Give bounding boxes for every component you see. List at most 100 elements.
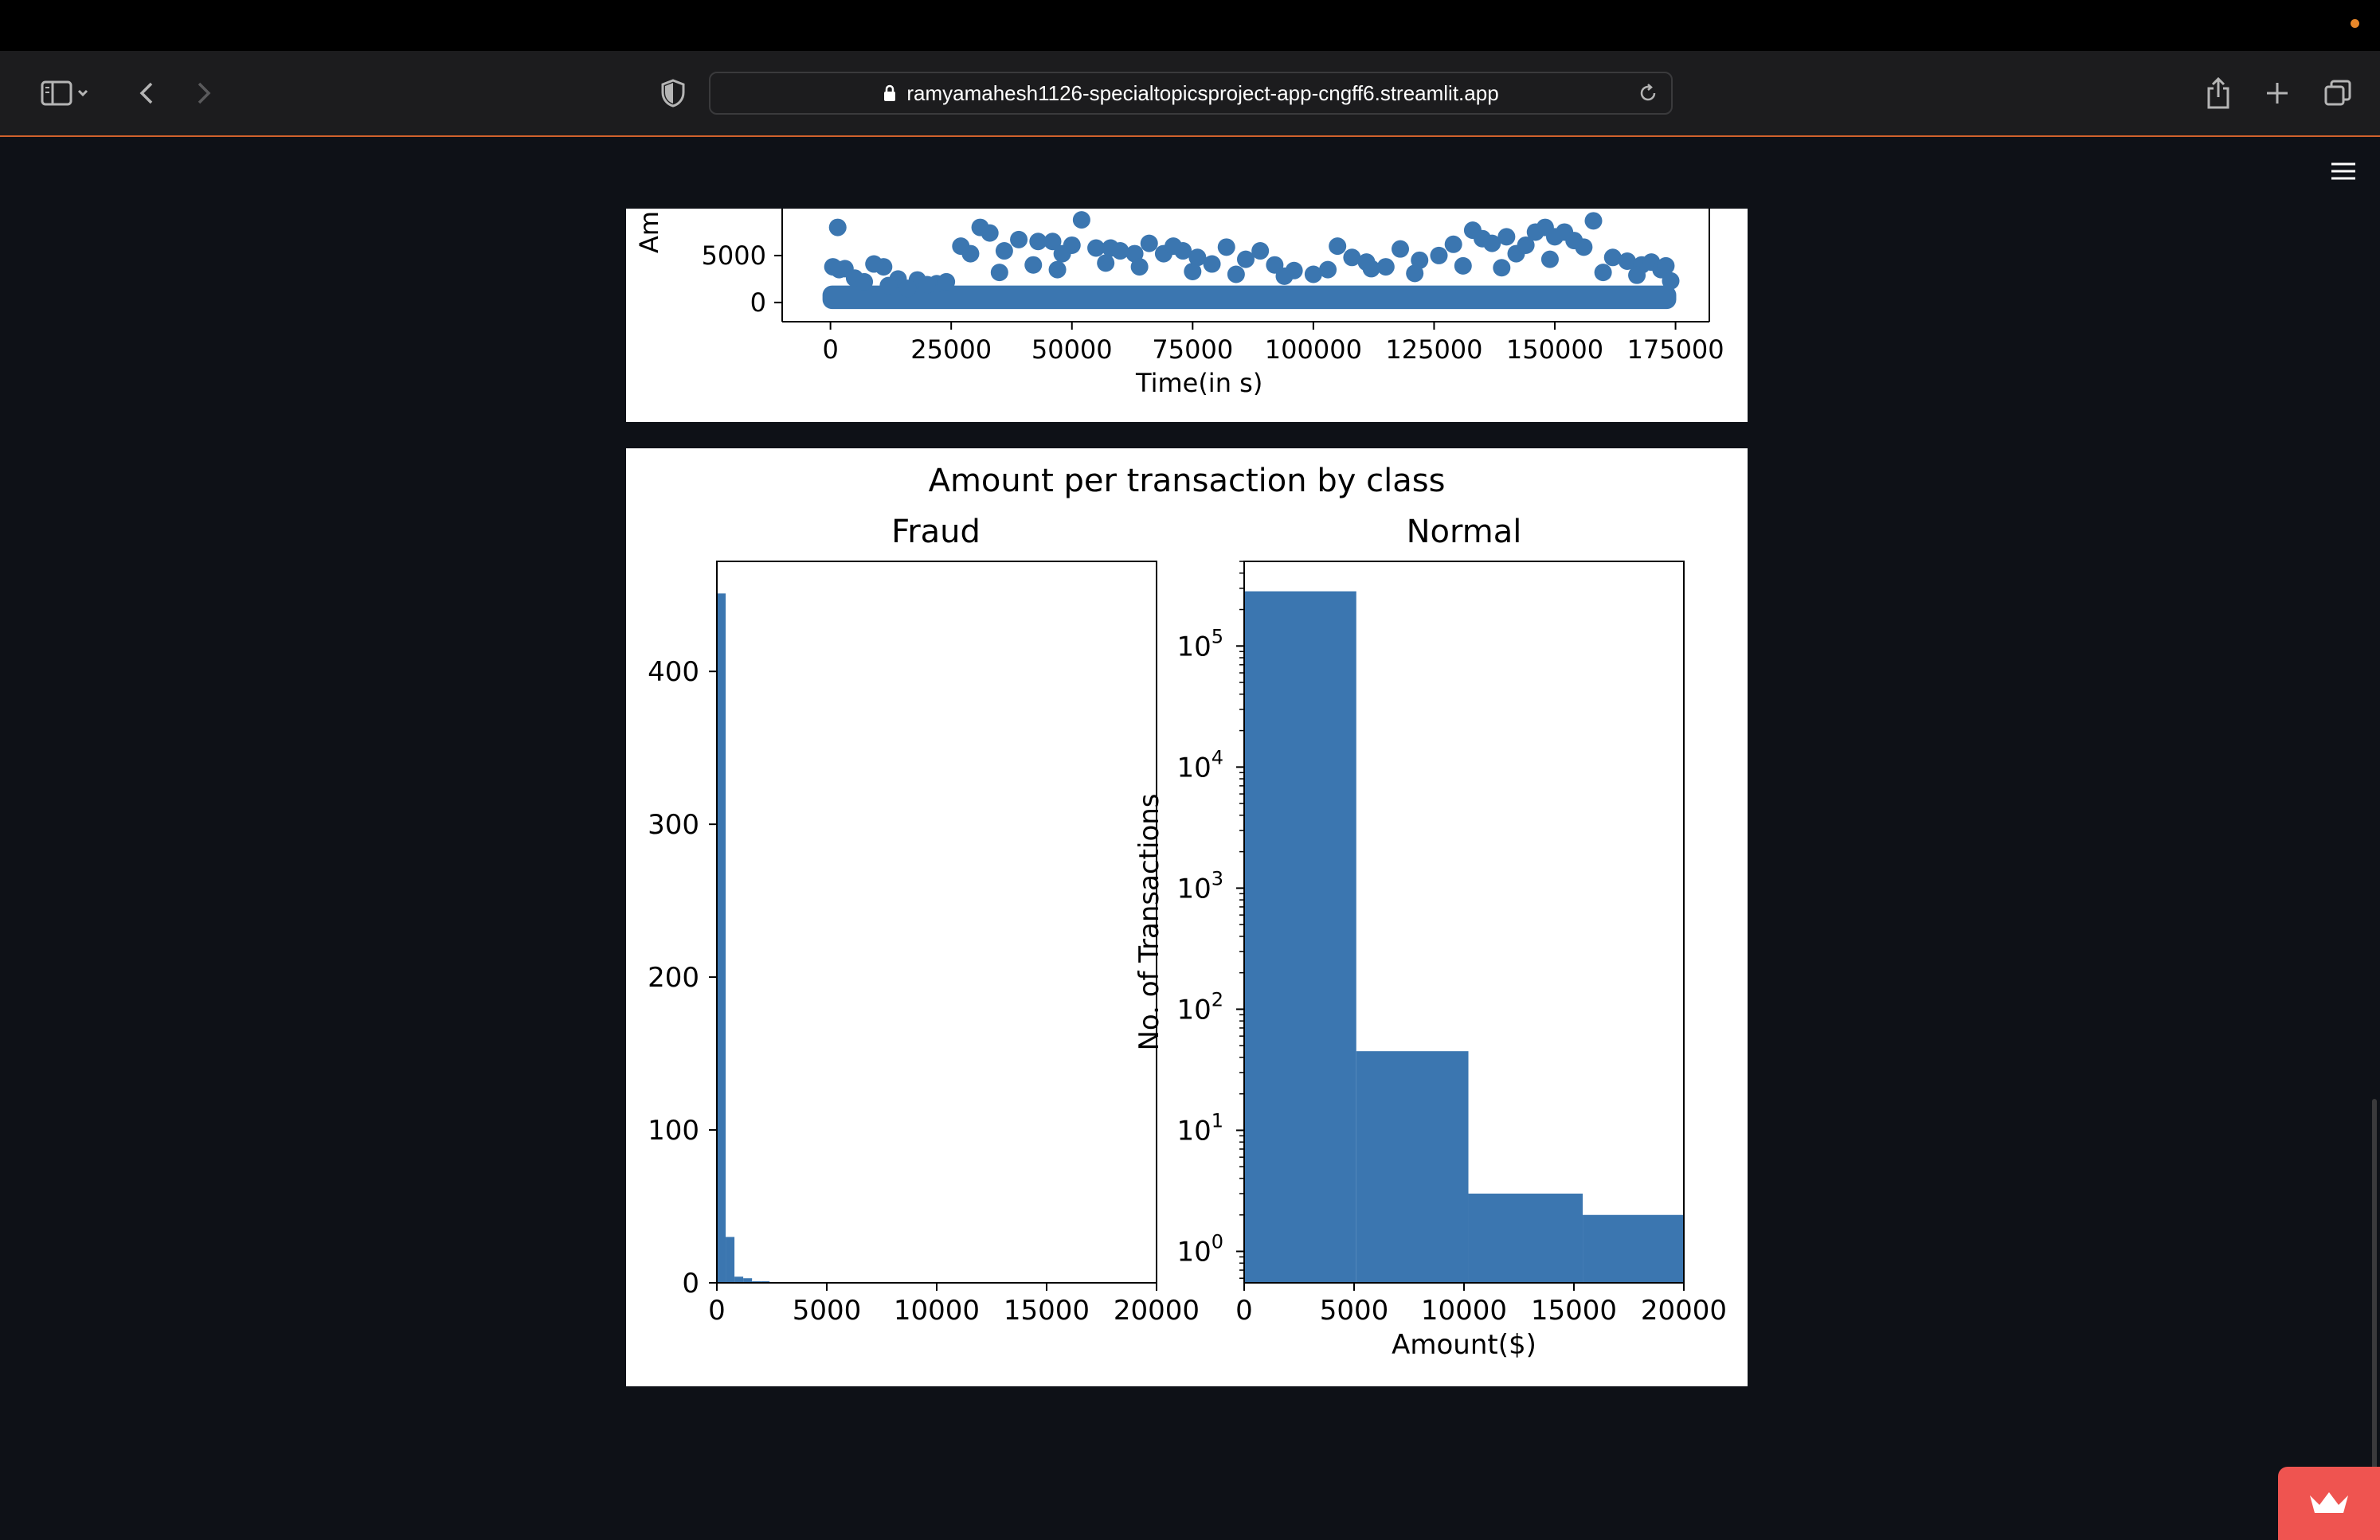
scatter-point xyxy=(1430,246,1448,264)
scatter-point xyxy=(1140,234,1158,252)
scatter-point xyxy=(1024,256,1043,274)
crown-icon xyxy=(2310,1492,2348,1513)
scatter-point xyxy=(898,279,917,298)
share-button[interactable] xyxy=(2198,51,2238,135)
normal-x-ticks: 0 5000 10000 15000 20000 xyxy=(1235,1283,1727,1327)
scatter-point xyxy=(1111,242,1129,260)
normal-x-tick-label: 20000 xyxy=(1641,1295,1727,1327)
normal-x-tick-label: 10000 xyxy=(1421,1295,1507,1327)
fraud-y-tick-label: 200 xyxy=(648,962,699,994)
scatter-point xyxy=(1343,248,1361,267)
app-menu-button[interactable] xyxy=(2329,159,2358,186)
normal-bar xyxy=(1356,1051,1469,1283)
scatter-point xyxy=(1251,242,1270,260)
scatter-point xyxy=(1072,211,1090,229)
fraud-bar xyxy=(743,1278,753,1283)
streamlit-badge-button[interactable] xyxy=(2278,1467,2380,1540)
share-icon xyxy=(2207,76,2229,109)
normal-bar xyxy=(1468,1193,1583,1283)
scatter-y-tick-label: 0 xyxy=(750,287,766,318)
fraud-x-tick-label: 5000 xyxy=(793,1295,862,1327)
scatter-point xyxy=(961,244,980,263)
page-scrollbar[interactable] xyxy=(2372,1099,2377,1540)
scatter-point xyxy=(855,272,874,291)
address-bar[interactable]: ramyamahesh1126-specialtopicsproject-app… xyxy=(709,72,1673,115)
scatter-point xyxy=(1362,260,1380,278)
scatter-point xyxy=(1203,255,1221,273)
normal-y-tick-label: 105 xyxy=(1176,625,1223,663)
scatter-x-tick-label: 0 xyxy=(822,334,838,365)
browser-toolbar: ramyamahesh1126-specialtopicsproject-app… xyxy=(0,51,2380,137)
scatter-x-tick-label: 25000 xyxy=(910,334,992,365)
scatter-x-tick-label: 100000 xyxy=(1265,334,1362,365)
hamburger-menu-icon xyxy=(2331,162,2355,180)
scatter-point xyxy=(938,272,956,291)
scatter-point xyxy=(1217,238,1235,256)
scatter-point xyxy=(981,224,999,242)
scatter-point xyxy=(1237,250,1255,268)
fraud-y-tick-label: 0 xyxy=(682,1268,699,1300)
scatter-point xyxy=(1618,252,1636,270)
fraud-x-tick-label: 10000 xyxy=(894,1295,980,1327)
scatter-point xyxy=(1497,228,1516,246)
fraud-bar xyxy=(726,1237,735,1283)
scatter-point xyxy=(1603,248,1622,267)
amount-vs-time-scatter-chart: 0 25000 50000 75000 100000 125000 150000 175000… xyxy=(634,209,1724,398)
scatter-point xyxy=(879,276,898,295)
scatter-point xyxy=(1174,242,1192,260)
amount-by-class-histogram: Amount per transaction by class Fraud No… xyxy=(648,463,1727,1361)
fraud-x-tick-label: 0 xyxy=(708,1295,726,1327)
scatter-dense-band xyxy=(822,285,1677,310)
tabs-icon xyxy=(2324,80,2351,106)
scatter-chart-panel: 0 25000 50000 75000 100000 125000 150000 175000… xyxy=(626,209,1748,422)
normal-bars xyxy=(1244,591,1684,1283)
scatter-point xyxy=(995,242,1013,260)
privacy-shield-button[interactable] xyxy=(653,51,693,135)
normal-subplot-title: Normal xyxy=(1407,514,1522,550)
scatter-point xyxy=(1392,240,1409,258)
normal-x-tick-label: 5000 xyxy=(1320,1295,1389,1327)
normal-bar xyxy=(1583,1214,1684,1283)
fraud-subplot-title: Fraud xyxy=(891,514,981,550)
reload-icon[interactable] xyxy=(1636,81,1660,105)
scatter-point xyxy=(1493,259,1511,277)
chevron-right-icon xyxy=(198,82,211,104)
fraud-y-ticks: 0 100 200 300 400 xyxy=(648,656,717,1300)
back-button[interactable] xyxy=(127,51,167,135)
fraud-bar xyxy=(717,593,726,1283)
scatter-x-axis-label: Time(in s) xyxy=(1135,368,1262,398)
scatter-point xyxy=(1411,251,1429,269)
scatter-point xyxy=(1188,248,1207,267)
normal-x-tick-label: 15000 xyxy=(1531,1295,1617,1327)
scatter-point xyxy=(990,264,1008,282)
scatter-x-tick-label: 75000 xyxy=(1152,334,1233,365)
new-tab-button[interactable] xyxy=(2257,51,2297,135)
histogram-chart-panel: Amount per transaction by class Fraud No… xyxy=(626,448,1748,1386)
normal-y-tick-label: 104 xyxy=(1176,746,1223,784)
scatter-point xyxy=(1125,244,1144,263)
lock-icon xyxy=(884,84,896,101)
forward-button[interactable] xyxy=(183,51,223,135)
url-text: ramyamahesh1126-specialtopicsproject-app… xyxy=(906,80,1499,105)
scatter-point xyxy=(1594,264,1612,282)
fraud-bars xyxy=(717,593,770,1283)
scatter-y-axis-label: Am xyxy=(634,211,664,253)
scatter-y-ticks: 0 5000 xyxy=(702,240,782,318)
scatter-point xyxy=(1575,238,1593,256)
tab-overview-button[interactable] xyxy=(2318,51,2358,135)
fraud-x-ticks: 0 5000 10000 15000 20000 xyxy=(708,1283,1200,1327)
scatter-point xyxy=(1444,235,1462,253)
sidebar-toggle-button[interactable] xyxy=(29,51,100,135)
fraud-x-tick-label: 20000 xyxy=(1114,1295,1200,1327)
sidebar-icon xyxy=(41,80,88,106)
scatter-point xyxy=(1184,262,1202,280)
fraud-plot-frame xyxy=(716,561,1157,1284)
plus-icon xyxy=(2267,83,2288,104)
scatter-point xyxy=(828,218,847,236)
scatter-point xyxy=(1029,233,1047,251)
scatter-point xyxy=(1227,265,1245,283)
scatter-point xyxy=(1662,272,1680,290)
scatter-point xyxy=(1048,260,1067,279)
scatter-point xyxy=(1406,264,1424,283)
shield-icon xyxy=(661,79,685,107)
